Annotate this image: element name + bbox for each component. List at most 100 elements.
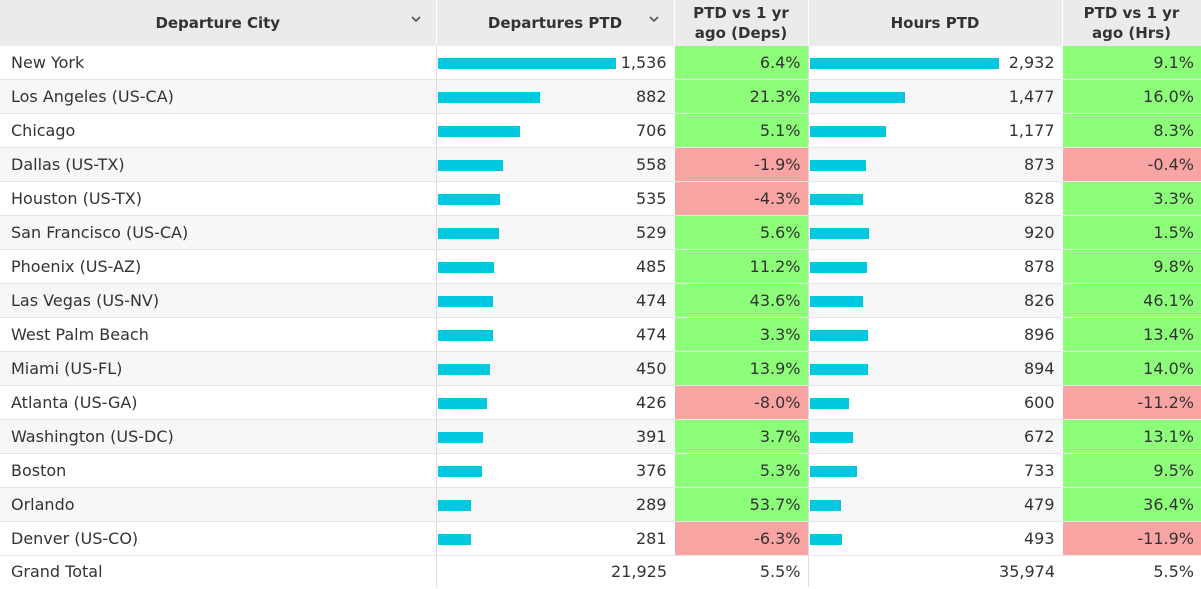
header-deps-change[interactable]: PTD vs 1 yr ago (Deps) (674, 0, 809, 46)
departures-cell: 391 (435, 419, 674, 454)
departures-bar (437, 534, 471, 545)
hours-bar (809, 296, 863, 307)
hours-bar (809, 432, 853, 443)
departures-value: 558 (635, 155, 667, 174)
hours-value: 828 (1023, 189, 1055, 208)
hours-value: 896 (1023, 325, 1055, 344)
hours-value: 826 (1023, 291, 1055, 310)
hours-bar (809, 466, 857, 477)
departures-bar (437, 194, 500, 205)
row-city: Atlanta (US-GA) (0, 385, 436, 420)
header-label: PTD vs 1 yr ago (Hrs) (1083, 4, 1180, 42)
hours-cell: 1,477 (807, 79, 1062, 114)
table-row: Phoenix (US-AZ) 485 11.2% 878 9.8% (0, 249, 1201, 284)
grand-total-departures: 21,925 (435, 555, 674, 587)
departures-cell: 474 (435, 317, 674, 352)
deps-change-cell: 43.6% (673, 283, 808, 318)
table-row: Chicago 706 5.1% 1,177 8.3% (0, 113, 1201, 148)
deps-change-cell: 3.7% (673, 419, 808, 454)
departures-bar (437, 92, 540, 103)
hours-change-cell: 16.0% (1061, 79, 1201, 114)
header-label: Departures PTD (487, 14, 623, 32)
header-departures-ptd[interactable]: Departures PTD (436, 0, 675, 46)
hours-change-cell: 9.8% (1061, 249, 1201, 284)
table-row: Los Angeles (US-CA) 882 21.3% 1,477 16.0% (0, 79, 1201, 114)
row-city: Boston (0, 453, 436, 488)
hours-cell: 894 (807, 351, 1062, 386)
departures-bar (437, 500, 471, 511)
hours-bar (809, 194, 863, 205)
departures-cell: 281 (435, 521, 674, 556)
hours-value: 2,932 (1008, 53, 1055, 72)
departures-cell: 485 (435, 249, 674, 284)
departures-value: 535 (635, 189, 667, 208)
hours-change-cell: 36.4% (1061, 487, 1201, 522)
header-hours-change[interactable]: PTD vs 1 yr ago (Hrs) (1062, 0, 1201, 46)
hours-cell: 896 (807, 317, 1062, 352)
hours-change-cell: 9.1% (1061, 46, 1201, 80)
hours-cell: 2,932 (807, 46, 1062, 80)
hours-value: 873 (1023, 155, 1055, 174)
hours-cell: 920 (807, 215, 1062, 250)
deps-change-cell: -1.9% (673, 147, 808, 182)
hours-change-cell: 14.0% (1061, 351, 1201, 386)
departures-value: 882 (635, 87, 667, 106)
deps-change-cell: 13.9% (673, 351, 808, 386)
departures-value: 485 (635, 257, 667, 276)
hours-bar (809, 262, 867, 273)
deps-change-cell: -4.3% (673, 181, 808, 216)
departures-value: 376 (635, 461, 667, 480)
row-city: Phoenix (US-AZ) (0, 249, 436, 284)
hours-value: 1,477 (1008, 87, 1055, 106)
row-city: Orlando (0, 487, 436, 522)
row-city: Chicago (0, 113, 436, 148)
departures-cell: 529 (435, 215, 674, 250)
hours-bar (809, 92, 905, 103)
hours-value: 733 (1023, 461, 1055, 480)
hours-cell: 873 (807, 147, 1062, 182)
departures-bar (437, 364, 490, 375)
hours-bar (809, 160, 866, 171)
hours-change-cell: 46.1% (1061, 283, 1201, 318)
header-label: PTD vs 1 yr ago (Deps) (693, 4, 789, 42)
chevron-down-icon[interactable] (410, 13, 422, 25)
hours-bar (809, 398, 849, 409)
departures-value: 474 (635, 325, 667, 344)
hours-bar (809, 126, 886, 137)
deps-change-cell: 21.3% (673, 79, 808, 114)
departures-value: 529 (635, 223, 667, 242)
deps-change-cell: -6.3% (673, 521, 808, 556)
hours-value: 878 (1023, 257, 1055, 276)
deps-change-cell: 6.4% (673, 46, 808, 80)
hours-value: 672 (1023, 427, 1055, 446)
header-departure-city[interactable]: Departure City (0, 0, 437, 46)
hours-change-cell: 8.3% (1061, 113, 1201, 148)
grand-total-label: Grand Total (0, 555, 436, 587)
header-hours-ptd[interactable]: Hours PTD (808, 0, 1063, 46)
departures-cell: 882 (435, 79, 674, 114)
departures-bar (437, 126, 520, 137)
departures-cell: 426 (435, 385, 674, 420)
departures-value: 1,536 (620, 53, 667, 72)
hours-change-cell: 1.5% (1061, 215, 1201, 250)
table-header: Departure City Departures PTD PTD vs 1 y… (0, 0, 1201, 46)
header-label: Departure City (155, 14, 281, 32)
departures-bar (437, 58, 616, 69)
departures-cell: 1,536 (435, 46, 674, 80)
table-row: Washington (US-DC) 391 3.7% 672 13.1% (0, 419, 1201, 454)
row-city: Houston (US-TX) (0, 181, 436, 216)
table-row: Atlanta (US-GA) 426 -8.0% 600 -11.2% (0, 385, 1201, 420)
departures-cell: 535 (435, 181, 674, 216)
departures-bar (437, 262, 494, 273)
row-city: Las Vegas (US-NV) (0, 283, 436, 318)
hours-bar (809, 534, 842, 545)
grand-total-hours: 35,974 (807, 555, 1062, 587)
table-body: New York 1,536 6.4% 2,932 9.1% Los Angeles (U… (0, 46, 1201, 556)
departures-bar (437, 296, 493, 307)
row-city: Miami (US-FL) (0, 351, 436, 386)
row-city: Washington (US-DC) (0, 419, 436, 454)
departures-bar (437, 228, 499, 239)
hours-change-cell: 9.5% (1061, 453, 1201, 488)
chevron-down-icon[interactable] (648, 13, 660, 25)
